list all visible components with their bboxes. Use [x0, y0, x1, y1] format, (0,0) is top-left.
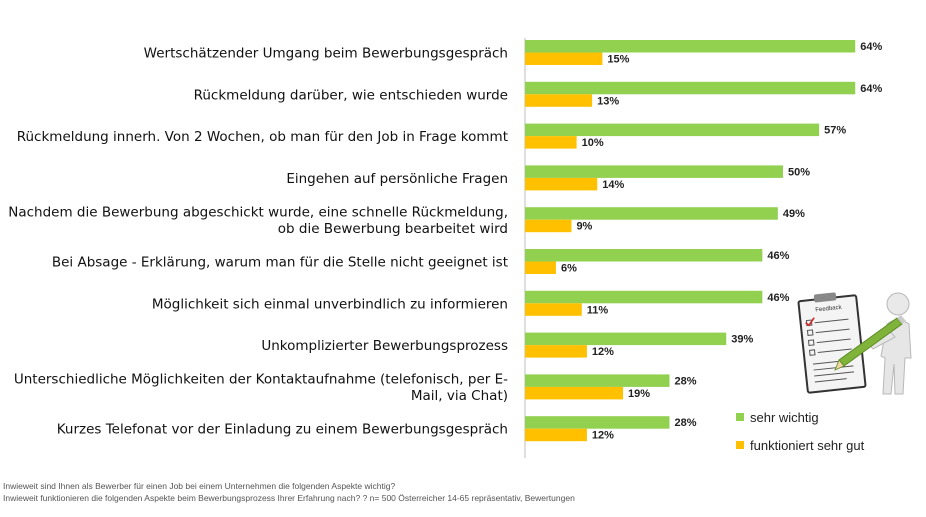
bar-funktioniert-sehr-gut-9 [525, 386, 624, 400]
value-label-sehr-wichtig-1: 64% [860, 41, 882, 53]
legend: sehr wichtig funktioniert sehr gut [736, 403, 864, 459]
bar-sehr-wichtig-5 [525, 207, 778, 220]
category-label-1: Wertschätzender Umgang beim Bewerbungsge… [144, 46, 508, 62]
legend-item-sehr-wichtig: sehr wichtig [736, 403, 864, 431]
bar-sehr-wichtig-10 [525, 416, 670, 429]
category-label-7: Möglichkeit sich einmal unverbindlich zu… [152, 296, 508, 312]
category-label-8: Unkomplizierter Bewerbungsprozess [261, 338, 508, 354]
value-label-sehr-wichtig-3: 57% [824, 125, 846, 137]
pencil [834, 315, 906, 371]
legend-label-funktioniert-sehr-gut: funktioniert sehr gut [750, 437, 865, 453]
legend-label-sehr-wichtig: sehr wichtig [750, 409, 819, 425]
bar-funktioniert-sehr-gut-4 [525, 177, 598, 191]
bar-funktioniert-sehr-gut-1 [525, 52, 603, 65]
value-label-sehr-wichtig-4: 50% [788, 166, 810, 178]
category-label-4: Eingehen auf persönliche Fragen [286, 171, 508, 187]
category-label-5: Nachdem die Bewerbung abgeschickt wurde,… [8, 204, 508, 237]
category-label-10: Kurzes Telefonat vor der Einladung zu ei… [57, 422, 508, 438]
category-label-3: Rückmeldung innerh. Von 2 Wochen, ob man… [17, 129, 508, 145]
value-label-sehr-wichtig-7: 46% [767, 292, 789, 304]
bar-funktioniert-sehr-gut-8 [525, 345, 587, 358]
bar-sehr-wichtig-2 [525, 81, 856, 95]
value-label-sehr-wichtig-9: 28% [674, 375, 696, 387]
value-label-funktioniert-sehr-gut-6: 6% [561, 263, 577, 275]
value-label-sehr-wichtig-6: 46% [767, 250, 789, 262]
bar-funktioniert-sehr-gut-3 [525, 136, 577, 149]
legend-swatch-sehr-wichtig [736, 413, 744, 421]
bar-sehr-wichtig-9 [525, 374, 670, 387]
value-label-funktioniert-sehr-gut-1: 15% [607, 54, 629, 66]
bar-funktioniert-sehr-gut-6 [525, 261, 556, 274]
figure [868, 292, 912, 395]
bar-funktioniert-sehr-gut-7 [525, 303, 582, 316]
value-label-sehr-wichtig-8: 39% [731, 334, 753, 346]
bar-sehr-wichtig-7 [525, 290, 763, 304]
bar-sehr-wichtig-6 [525, 249, 763, 262]
category-label-6: Bei Absage - Erklärung, warum man für di… [52, 255, 508, 271]
bar-funktioniert-sehr-gut-10 [525, 428, 587, 442]
value-label-funktioniert-sehr-gut-3: 10% [582, 137, 604, 149]
clipboard-title: Feedback [815, 305, 843, 314]
bar-sehr-wichtig-8 [525, 332, 727, 346]
bar-sehr-wichtig-1 [525, 40, 856, 53]
footnote-question-importance: Inwieweit sind Ihnen als Bewerber für ei… [3, 481, 396, 491]
value-label-funktioniert-sehr-gut-2: 13% [597, 95, 619, 107]
value-label-funktioniert-sehr-gut-8: 12% [592, 346, 614, 358]
value-label-funktioniert-sehr-gut-9: 19% [628, 388, 650, 400]
bar-chart: Wertschätzender Umgang beim Bewerbungsge… [8, 38, 882, 458]
value-label-funktioniert-sehr-gut-7: 11% [587, 304, 609, 316]
chart-rows: Wertschätzender Umgang beim Bewerbungsge… [8, 40, 882, 442]
value-label-funktioniert-sehr-gut-5: 9% [576, 221, 592, 233]
bar-sehr-wichtig-4 [525, 165, 783, 178]
bar-funktioniert-sehr-gut-2 [525, 94, 593, 107]
value-label-sehr-wichtig-10: 28% [674, 417, 696, 429]
feedback-clipboard-figure-icon: Feedback [797, 292, 912, 395]
value-label-funktioniert-sehr-gut-10: 12% [592, 430, 614, 442]
footnote-question-performance: Inwieweit funktionieren die folgenden As… [3, 493, 575, 503]
bar-funktioniert-sehr-gut-5 [525, 219, 572, 233]
bar-sehr-wichtig-3 [525, 123, 820, 137]
value-label-sehr-wichtig-5: 49% [783, 208, 805, 220]
value-label-funktioniert-sehr-gut-4: 14% [602, 179, 624, 191]
clipboard: Feedback [797, 292, 867, 394]
legend-item-funktioniert-sehr-gut: funktioniert sehr gut [736, 431, 864, 459]
value-label-sehr-wichtig-2: 64% [860, 83, 882, 95]
category-label-2: Rückmeldung darüber, wie entschieden wur… [194, 87, 508, 103]
category-label-9: Unterschiedliche Möglichkeiten der Konta… [14, 372, 508, 405]
legend-swatch-funktioniert-sehr-gut [736, 441, 744, 449]
